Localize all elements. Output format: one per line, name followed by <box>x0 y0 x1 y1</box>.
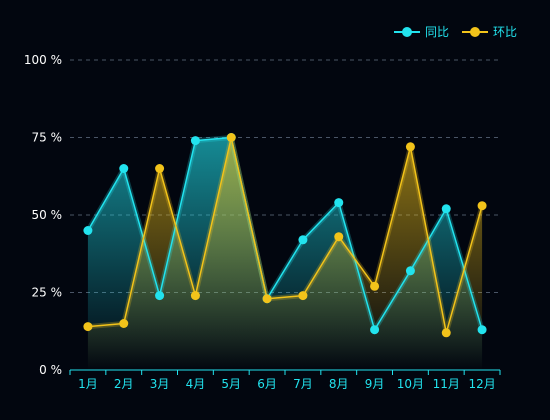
legend[interactable]: 同比 环比 <box>394 25 517 39</box>
series-line <box>87 136 483 331</box>
series-area <box>87 137 483 370</box>
x-tick-label: 6月 <box>257 377 277 391</box>
data-point[interactable]: 6月 环比: 23 <box>262 294 272 304</box>
x-tick-label: 1月 <box>78 377 98 391</box>
data-point[interactable]: 1月 同比: 45 <box>83 226 93 235</box>
y-tick-label: 100 % <box>24 53 62 67</box>
data-point[interactable]: 8月 同比: 54 <box>334 198 344 208</box>
data-point[interactable]: 9月 同比: 13 <box>370 325 380 335</box>
x-tick-label: 2月 <box>114 377 134 391</box>
y-tick-label: 25 % <box>32 286 63 300</box>
legend-item[interactable]: 同比 <box>394 25 449 39</box>
legend-label: 同比 <box>425 25 449 39</box>
data-point[interactable]: 9月 环比: 27 <box>370 281 380 291</box>
data-point[interactable]: 7月 同比: 42 <box>298 235 308 245</box>
series-lines <box>85 135 485 336</box>
data-point[interactable]: 4月 环比: 24 <box>190 291 200 301</box>
series-areas <box>87 137 483 370</box>
legend-label: 环比 <box>493 25 517 39</box>
x-tick-label: 5月 <box>221 377 241 391</box>
data-point[interactable]: 7月 环比: 24 <box>298 291 308 301</box>
x-tick-label: 9月 <box>365 377 385 391</box>
x-tick-label: 11月 <box>433 377 460 391</box>
x-tick-label: 4月 <box>186 377 206 391</box>
y-tick-label: 75 % <box>32 131 63 145</box>
data-point[interactable]: 2月 同比: 65 <box>119 164 129 173</box>
x-tick-label: 3月 <box>150 377 170 391</box>
data-point[interactable]: 2月 环比: 15 <box>119 319 129 328</box>
data-point[interactable]: 1月 环比: 14 <box>83 322 93 332</box>
data-point[interactable]: 3月 同比: 24 <box>155 291 165 301</box>
x-tick-label: 8月 <box>329 377 349 391</box>
data-point[interactable]: 12月 环比: 53 <box>477 201 487 211</box>
legend-item[interactable]: 环比 <box>462 25 517 39</box>
legend-swatch-dot <box>470 27 480 37</box>
data-point[interactable]: 8月 环比: 43 <box>334 232 344 242</box>
data-point[interactable]: 10月 同比: 32 <box>405 266 415 276</box>
data-point[interactable]: 12月 同比: 13 <box>477 325 487 335</box>
x-tick-label: 10月 <box>397 377 424 391</box>
data-point[interactable]: 10月 环比: 72 <box>405 142 415 152</box>
data-point[interactable]: 3月 环比: 65 <box>155 164 165 173</box>
x-tick-label: 12月 <box>468 377 495 391</box>
data-point[interactable]: 11月 同比: 52 <box>441 204 451 214</box>
y-tick-label: 50 % <box>32 208 63 222</box>
series-points: 1月 同比: 452月 同比: 653月 同比: 244月 同比: 745月 同… <box>83 133 487 338</box>
series-line <box>87 136 483 334</box>
y-tick-label: 0 % <box>39 363 62 377</box>
x-tick-label: 7月 <box>293 377 313 391</box>
data-point[interactable]: 5月 环比: 75 <box>226 133 236 142</box>
axes: 0 % 25 % 50 % 75 % 100 % 1月 2月 3月 4月 5月 6月 7月 8月 9月 10… <box>24 53 501 391</box>
legend-swatch-dot <box>402 27 412 37</box>
data-point[interactable]: 4月 同比: 74 <box>190 136 200 146</box>
data-point[interactable]: 11月 环比: 12 <box>441 328 451 338</box>
